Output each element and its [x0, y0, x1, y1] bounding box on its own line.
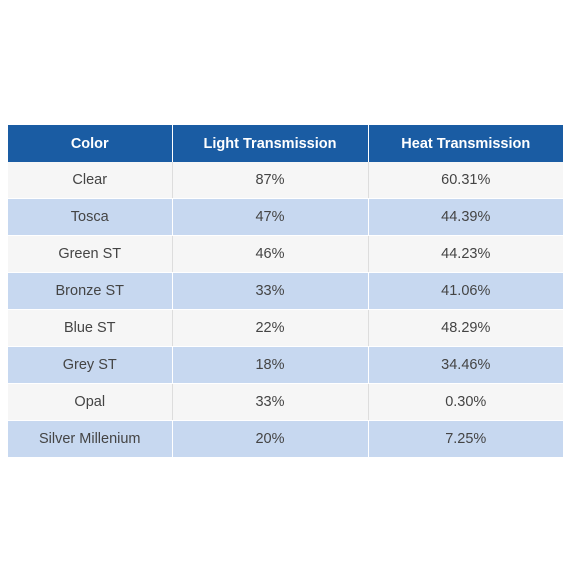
cell-light-transmission: 20%: [172, 420, 369, 458]
cell-light-transmission: 22%: [172, 309, 369, 347]
table-row: Green ST 46% 44.23%: [8, 235, 563, 273]
cell-light-transmission: 18%: [172, 346, 369, 384]
cell-color: Clear: [8, 162, 173, 199]
cell-light-transmission: 47%: [172, 198, 369, 236]
cell-color: Tosca: [8, 198, 173, 236]
table-row: Opal 33% 0.30%: [8, 383, 563, 421]
table-row: Blue ST 22% 48.29%: [8, 309, 563, 347]
table-row: Clear 87% 60.31%: [8, 162, 563, 199]
header-row: Color Light Transmission Heat Transmissi…: [8, 125, 563, 162]
cell-color: Opal: [8, 383, 173, 421]
cell-heat-transmission: 44.23%: [368, 235, 563, 273]
cell-heat-transmission: 60.31%: [368, 162, 563, 199]
cell-light-transmission: 46%: [172, 235, 369, 273]
table-row: Grey ST 18% 34.46%: [8, 346, 563, 384]
cell-color: Bronze ST: [8, 272, 173, 310]
header-heat-transmission: Heat Transmission: [368, 125, 563, 162]
cell-heat-transmission: 0.30%: [368, 383, 563, 421]
cell-light-transmission: 87%: [172, 162, 369, 199]
table-row: Bronze ST 33% 41.06%: [8, 272, 563, 310]
table-body: Clear 87% 60.31% Tosca 47% 44.39% Green …: [8, 162, 563, 458]
cell-light-transmission: 33%: [172, 383, 369, 421]
cell-light-transmission: 33%: [172, 272, 369, 310]
header-light-transmission: Light Transmission: [172, 125, 369, 162]
cell-color: Grey ST: [8, 346, 173, 384]
cell-color: Green ST: [8, 235, 173, 273]
transmission-table: Color Light Transmission Heat Transmissi…: [8, 125, 563, 458]
cell-heat-transmission: 34.46%: [368, 346, 563, 384]
table-row: Tosca 47% 44.39%: [8, 198, 563, 236]
cell-heat-transmission: 41.06%: [368, 272, 563, 310]
cell-color: Blue ST: [8, 309, 173, 347]
table-header: Color Light Transmission Heat Transmissi…: [8, 125, 563, 162]
cell-color: Silver Millenium: [8, 420, 173, 458]
header-color: Color: [8, 125, 173, 162]
transmission-table-container: Color Light Transmission Heat Transmissi…: [8, 125, 563, 458]
cell-heat-transmission: 44.39%: [368, 198, 563, 236]
table-row: Silver Millenium 20% 7.25%: [8, 420, 563, 458]
cell-heat-transmission: 7.25%: [368, 420, 563, 458]
cell-heat-transmission: 48.29%: [368, 309, 563, 347]
